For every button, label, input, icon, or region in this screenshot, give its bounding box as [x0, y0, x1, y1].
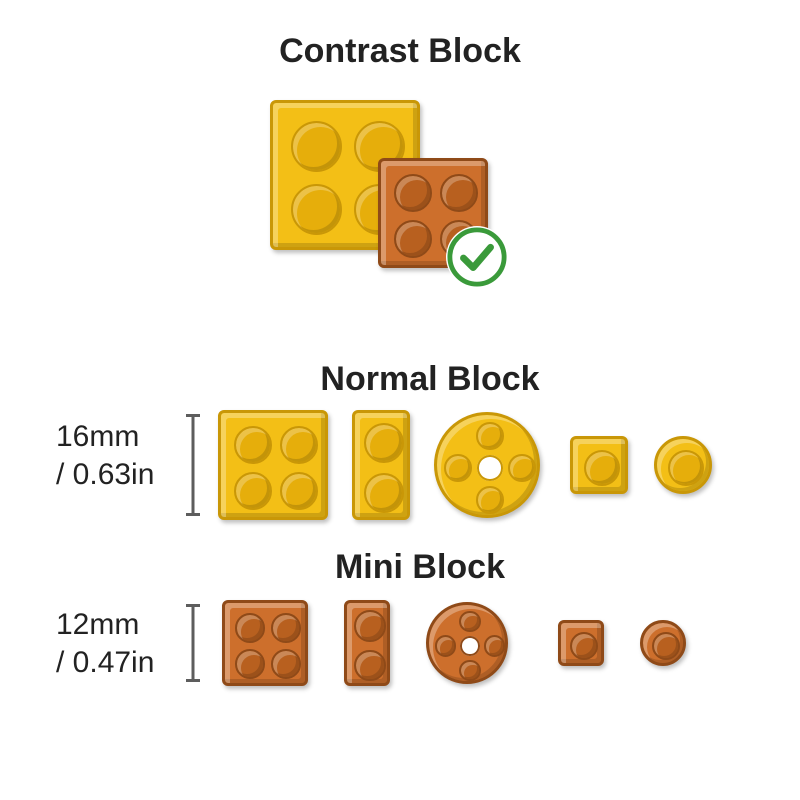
mini-size-label: 12mm / 0.47in: [56, 606, 154, 681]
normal-block-ring: [434, 412, 540, 518]
mini-block-1x2: [344, 600, 390, 686]
normal-block-2x2: [218, 410, 328, 520]
infographic-canvas: Contrast Block Normal Block Mini Block 1…: [0, 0, 800, 800]
title-normal-block: Normal Block: [300, 360, 560, 399]
mini-block-ring: [426, 602, 508, 684]
checkmark-icon: [446, 226, 508, 288]
title-mini-block: Mini Block: [310, 548, 530, 587]
normal-block-1x1: [570, 436, 628, 494]
normal-block-dot: [654, 436, 712, 494]
mini-block-2x2: [222, 600, 308, 686]
mini-dimension-bar: [186, 600, 200, 686]
mini-block-dot: [640, 620, 686, 666]
normal-block-1x2: [352, 410, 410, 520]
mini-block-1x1: [558, 620, 604, 666]
normal-size-label: 16mm / 0.63in: [56, 418, 154, 493]
normal-dimension-bar: [186, 410, 200, 520]
title-contrast-block: Contrast Block: [270, 32, 530, 71]
